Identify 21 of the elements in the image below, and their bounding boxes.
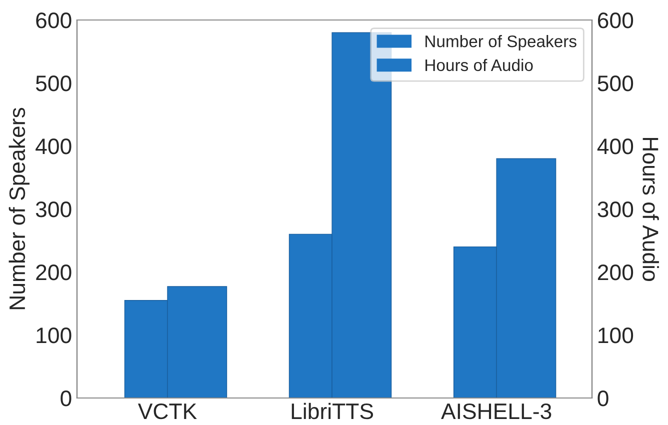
y2-tick-label: 600 [598,12,634,28]
y2-tick-label: 500 [598,76,634,92]
y-axis-title: Number of Speakers [8,108,30,310]
x-tick-label: LibriTTS [292,402,373,420]
legend-label: Hours of Audio [426,58,533,72]
x-tick-label: VCTK [138,403,197,420]
y-tick-label: 100 [36,328,72,344]
y2-axis-title: Hours of Audio [642,138,659,281]
legend-label: Number of Speakers [426,35,576,51]
y-tick-label: 500 [36,76,72,92]
y-tick-label: 600 [36,12,72,28]
y2-tick-label: 300 [598,202,634,218]
y-tick-label: 300 [36,202,72,218]
y-tick-label: 200 [36,264,72,280]
y2-tick-label: 200 [598,264,634,280]
y2-tick-label: 400 [597,138,634,154]
y-tick-label: 400 [36,138,72,154]
y-tick-label: 0 [60,390,72,406]
x-tick-label: AISHELL-3 [441,403,552,420]
y2-tick-label: 100 [598,328,634,344]
y2-tick-label: 0 [598,390,608,406]
